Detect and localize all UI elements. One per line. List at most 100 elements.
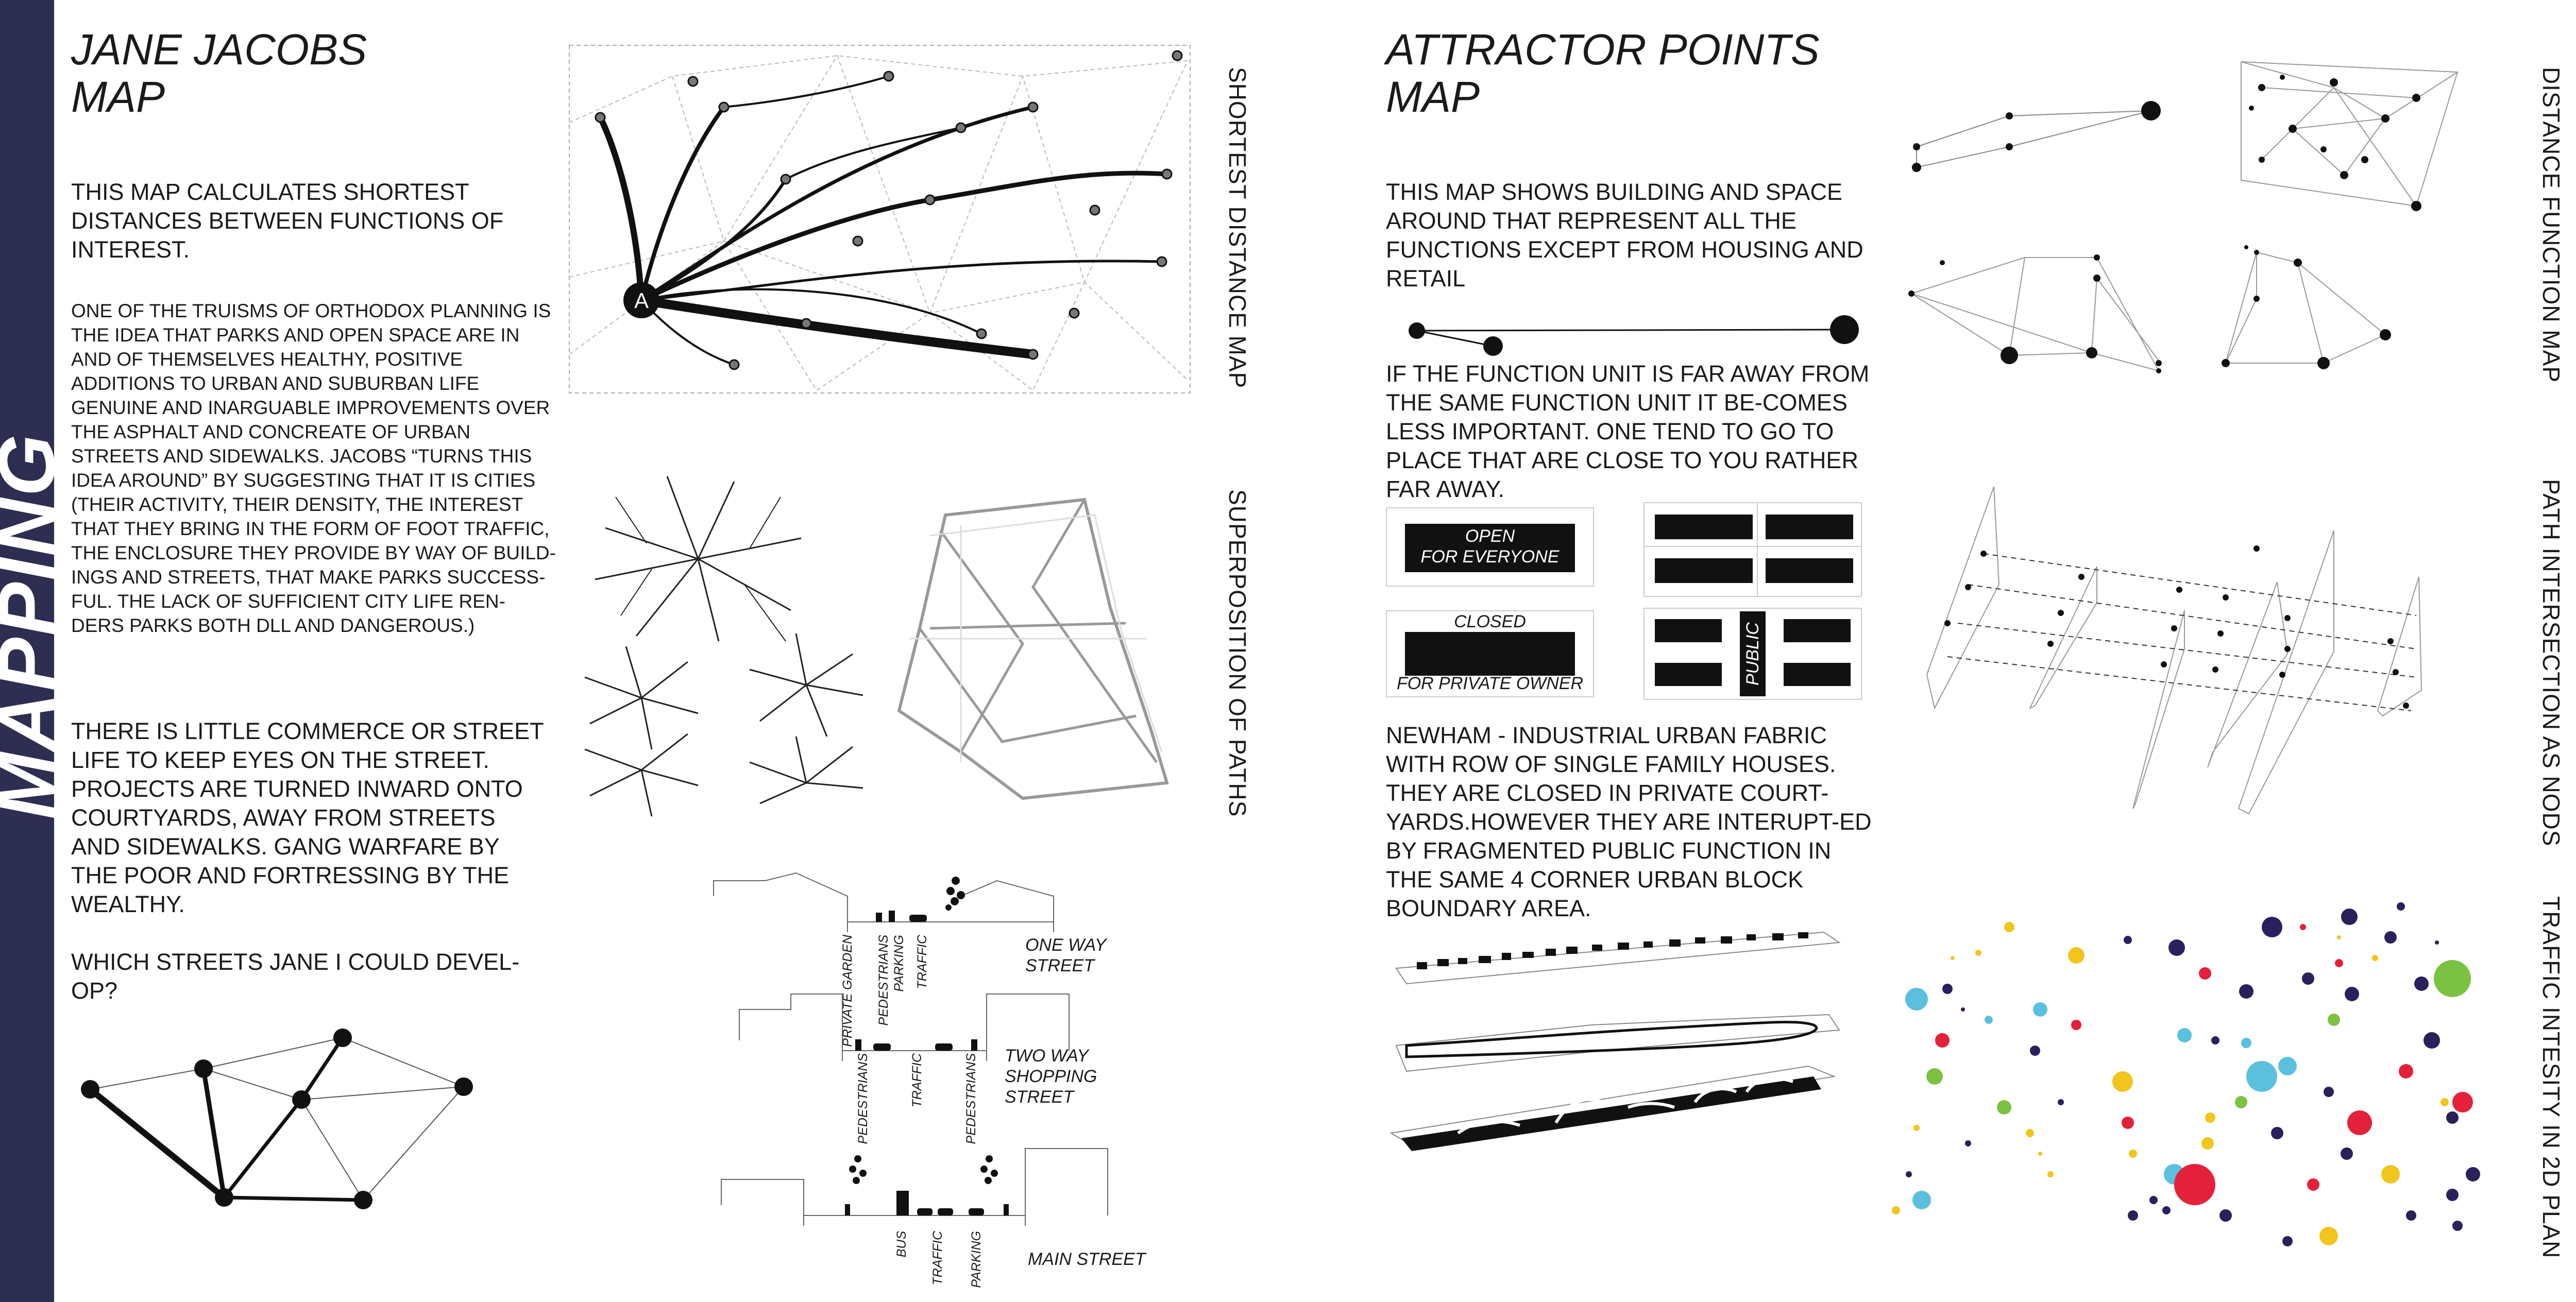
section-title-mapping: MAPPING (0, 432, 71, 819)
traffic-dot (2162, 1206, 2171, 1214)
traffic-dot (2300, 924, 2306, 930)
label-main-street: MAIN STREET (1028, 1249, 1146, 1269)
open-box: OPEN FOR EVERYONE (1386, 507, 1594, 587)
traffic-dot (2241, 1038, 2251, 1048)
public-cluster: PUBLIC (1643, 608, 1862, 700)
traffic-dot (2381, 1165, 2400, 1184)
traffic-dot (2372, 955, 2378, 961)
traffic-dot (2446, 1111, 2459, 1124)
traffic-intensity-plot (1892, 902, 2480, 1246)
two-way-line1: TWO WAY (1005, 1046, 1089, 1066)
traffic-dot (2452, 1092, 2473, 1112)
traffic-dot (2406, 1210, 2416, 1221)
traffic-dot (2424, 1032, 2440, 1049)
distance-function-map-4 (2222, 245, 2391, 369)
label-one-way-street: ONE WAY STREET (1025, 935, 1106, 976)
closed-bar (1405, 632, 1575, 676)
traffic-dot (1912, 1191, 1931, 1209)
network-diagram (81, 1029, 473, 1209)
public-label: PUBLIC (1743, 622, 1762, 686)
left-title-line2: MAP (71, 73, 165, 121)
label-path-intersection: PATH INTERSECTION AS NODS (2538, 479, 2565, 847)
traffic-dot (2397, 902, 2405, 911)
label-two-way-shopping-street: TWO WAY SHOPPING STREET (1005, 1046, 1097, 1107)
label-bus: BUS (894, 1231, 909, 1258)
right-title: ATTRACTOR POINTS MAP (1386, 26, 1901, 121)
traffic-dot (2004, 922, 2014, 932)
traffic-dot (2068, 947, 2084, 964)
traffic-dot (2302, 972, 2314, 985)
left-intro: THIS MAP CALCULATES SHORTEST DISTANCES B… (71, 179, 504, 263)
traffic-dot (2219, 1209, 2232, 1222)
traffic-dot (1926, 1068, 1943, 1085)
traffic-dot (2335, 959, 2343, 967)
traffic-dot (2452, 1221, 2463, 1231)
traffic-dot (1913, 1125, 1920, 1131)
traffic-dot (1965, 1140, 1971, 1146)
traffic-dot (2149, 1196, 2158, 1204)
public-block-2 (1757, 502, 1862, 553)
traffic-dot (2205, 1112, 2215, 1123)
left-title: JANE JACOBS MAP (71, 26, 535, 121)
open-for-everyone-label: FOR EVERYONE (1420, 547, 1560, 567)
distance-function-map-2 (2241, 61, 2459, 211)
section-main-street (721, 1148, 1108, 1226)
distance-decay-diagram (1409, 315, 1859, 356)
traffic-dot (2345, 987, 2359, 1001)
section-one-way-street (713, 872, 1054, 932)
traffic-dot (1942, 984, 1953, 994)
left-question: WHICH STREETS JANE I COULD DEVEL-OP? (71, 949, 520, 1004)
traffic-dot (2278, 1057, 2297, 1075)
label-pedestrians-2: PEDESTRIANS (856, 1053, 870, 1144)
traffic-dot (1906, 1171, 1912, 1177)
label-shortest-distance-map: SHORTEST DISTANCE MAP (1224, 67, 1251, 389)
traffic-dot (1961, 1007, 1965, 1012)
traffic-dot (2128, 1210, 2138, 1221)
right-intro: THIS MAP SHOWS BUILDING AND SPACE AROUND… (1386, 179, 1863, 292)
traffic-dot (2124, 936, 2132, 944)
two-way-line2: SHOPPING (1005, 1067, 1097, 1086)
traffic-dot (1905, 988, 1928, 1010)
traffic-dot (2399, 1064, 2413, 1078)
closed-box: CLOSED FOR PRIVATE OWNER (1386, 610, 1594, 697)
traffic-dot (2122, 1117, 2134, 1129)
traffic-dot (2129, 1150, 2137, 1158)
label-superposition-of-paths: SUPERPOSITION OF PATHS (1224, 489, 1251, 817)
traffic-dot (2168, 939, 2185, 956)
one-way-line1: ONE WAY (1025, 935, 1107, 955)
traffic-dot (2058, 1099, 2064, 1105)
traffic-dot (2341, 909, 2358, 925)
traffic-dot (1985, 1016, 1993, 1024)
public-block-4 (1757, 546, 1862, 597)
traffic-dot (2384, 931, 2397, 944)
traffic-dot (2239, 984, 2253, 999)
traffic-dot (2446, 1189, 2459, 1201)
label-traffic-1: TRAFFIC (915, 935, 929, 989)
right-title-line2: MAP (1386, 73, 1480, 121)
label-parking-2: PARKING (969, 1231, 984, 1288)
traffic-dot (2307, 1178, 2319, 1191)
closed-label: CLOSED (1454, 612, 1526, 631)
traffic-dot (2030, 1046, 2040, 1056)
one-way-line2: STREET (1025, 956, 1095, 975)
traffic-dot (2033, 1002, 2047, 1017)
jacobs-quote: ONE OF THE TRUISMS OF ORTHODOX PLANNING … (71, 300, 556, 636)
urban-block-drawings (1389, 931, 1841, 1151)
left-paragraph-2: THERE IS LITTLE COMMERCE OR STREET LIFE … (71, 718, 544, 917)
traffic-dot (2282, 1236, 2293, 1246)
traffic-dot (2347, 1110, 2372, 1135)
label-distance-function-map: DISTANCE FUNCTION MAP (2538, 67, 2565, 383)
traffic-dot (2434, 960, 2471, 997)
public-block-1 (1643, 502, 1764, 553)
label-traffic-3: TRAFFIC (930, 1231, 945, 1286)
traffic-dot (2174, 1164, 2215, 1205)
right-paragraph-2: IF THE FUNCTION UNIT IS FAR AWAY FROM TH… (1386, 361, 1870, 502)
traffic-dot (2211, 1036, 2219, 1044)
traffic-dot (2324, 1087, 2334, 1097)
traffic-dot (2466, 1167, 2480, 1181)
label-pedestrians-3: PEDESTRIANS (964, 1053, 978, 1144)
traffic-dot (1975, 950, 1981, 956)
traffic-dot (2201, 1137, 2214, 1150)
distance-function-map-1 (1912, 101, 2161, 172)
two-way-line3: STREET (1005, 1087, 1074, 1107)
